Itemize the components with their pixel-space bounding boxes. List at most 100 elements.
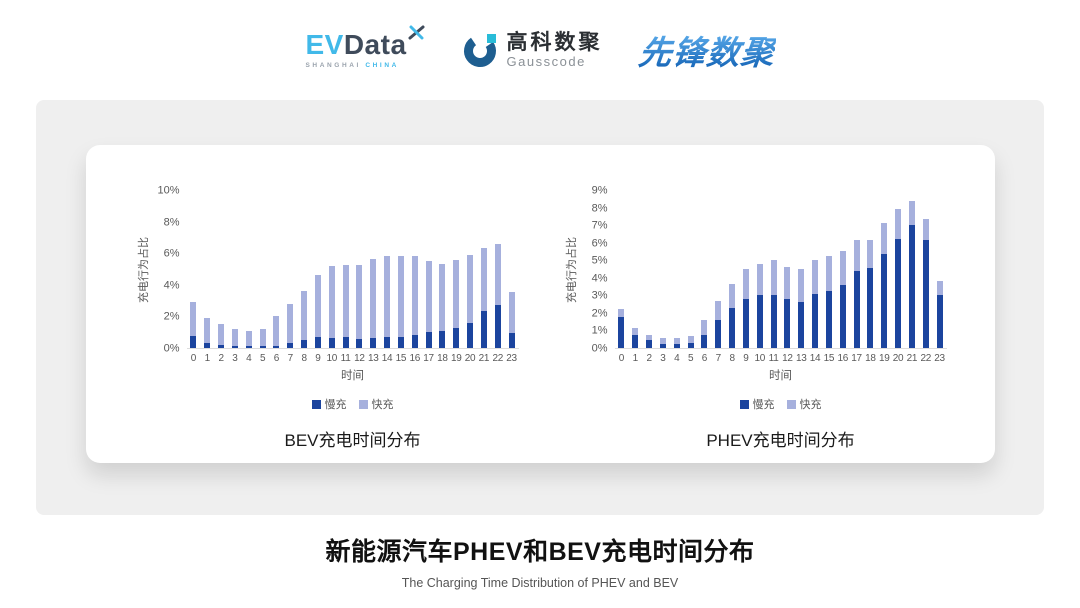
x-tick-label: 16 [837, 353, 848, 364]
phev-legend-label-slow: 慢充 [752, 399, 775, 411]
stacked-bar-4 [673, 338, 680, 348]
page-subtitle: The Charging Time Distribution of PHEV a… [401, 576, 679, 590]
stacked-bar-20 [467, 254, 474, 348]
evdata-logo: EV Data SHANGHAI CHINA [305, 25, 425, 69]
x-tick-label: 8 [301, 353, 307, 364]
stacked-bar-7 [287, 303, 294, 348]
x-tick-label: 7 [715, 353, 722, 364]
x-tick-label: 4 [674, 353, 680, 364]
stacked-bar-19 [453, 259, 460, 348]
legend-swatch-fast-icon [358, 399, 368, 409]
y-tick-label: 7% [591, 219, 608, 232]
x-tick-label: 16 [409, 353, 420, 364]
stacked-bar-20 [895, 208, 902, 348]
gausscode-mark-icon [463, 34, 496, 67]
x-tick-label: 22 [492, 353, 503, 364]
x-tick-label: 20 [464, 353, 476, 364]
stacked-bar-1 [632, 327, 639, 348]
evdata-sub-right: CHINA [365, 62, 399, 69]
phev-legend-label-fast: 快充 [799, 399, 822, 411]
gausscode-en-text: Gausscode [506, 54, 586, 70]
stacked-bar-3 [659, 338, 666, 348]
stacked-bar-10 [756, 263, 763, 348]
gausscode-logo: 高科数聚 Gausscode [461, 31, 603, 69]
x-tick-label: 14 [381, 353, 393, 364]
x-tick-label: 8 [729, 353, 735, 364]
charts-row: 充电行为占比 0% 2% 4% 6% 8% 10% 0 1 2 3 4 5 6 7 8 9 10 11 12 13 1… [86, 145, 995, 451]
y-tick-label: 4% [163, 279, 180, 292]
bev-y-axis-labels: 0% 2% 4% 6% 8% 10% [151, 185, 187, 354]
phev-y-axis-title: 充电行为占比 [565, 237, 578, 303]
stacked-bar-6 [701, 319, 708, 348]
stacked-bar-9 [742, 269, 749, 348]
phev-x-axis-title: 时间 [769, 370, 792, 382]
stacked-bar-18 [867, 240, 874, 348]
stacked-bar-13 [798, 269, 805, 348]
x-tick-label: 10 [326, 353, 337, 364]
y-tick-label: 10% [157, 184, 180, 197]
y-tick-label: 0% [163, 342, 180, 355]
phev-legend: 慢充 快充 [615, 396, 947, 412]
stacked-bar-23 [936, 280, 943, 348]
y-tick-label: 5% [591, 254, 608, 267]
stacked-bar-21 [908, 200, 915, 348]
phev-legend-item-fast: 快充 [786, 396, 822, 412]
x-tick-label: 10 [754, 353, 765, 364]
y-tick-label: 1% [591, 324, 608, 337]
x-tick-label: 5 [687, 353, 694, 364]
stacked-bar-2 [646, 334, 653, 348]
stacked-bar-16 [839, 251, 846, 348]
stacked-bar-22 [922, 218, 929, 348]
x-tick-label: 0 [618, 353, 625, 364]
x-tick-label: 22 [920, 353, 931, 364]
stacked-bar-16 [411, 255, 418, 348]
bev-legend-item-slow: 慢充 [311, 396, 347, 412]
phev-y-axis-labels: 0% 1% 2% 3% 4% 5% 6% 7% 8% 9% [579, 185, 615, 354]
x-tick-label: 4 [246, 353, 252, 364]
stacked-bar-21 [480, 247, 487, 348]
y-tick-label: 6% [591, 237, 608, 250]
x-tick-label: 20 [892, 353, 904, 364]
stacked-bar-10 [328, 265, 335, 348]
stacked-bar-17 [853, 240, 860, 348]
x-tick-label: 9 [315, 353, 321, 364]
y-tick-label: 6% [163, 247, 180, 260]
stacked-bar-8 [301, 291, 308, 348]
stacked-bar-14 [384, 256, 391, 348]
x-tick-label: 6 [273, 353, 280, 364]
x-tick-label: 13 [795, 353, 807, 364]
stacked-bar-6 [273, 316, 280, 348]
footer: 新能源汽车PHEV和BEV充电时间分布 The Charging Time Di… [0, 532, 1080, 590]
bev-legend-item-fast: 快充 [358, 396, 394, 412]
evdata-subtitle: SHANGHAI CHINA [305, 62, 424, 69]
legend-swatch-slow-icon [311, 399, 321, 409]
bev-chart-title: BEV充电时间分布 [284, 431, 421, 450]
gausscode-cn-text: 高科数聚 [506, 30, 603, 54]
x-tick-label: 9 [743, 353, 749, 364]
bev-y-axis-title: 充电行为占比 [137, 237, 150, 303]
y-tick-label: 9% [591, 184, 608, 197]
y-tick-label: 2% [163, 310, 180, 323]
evdata-ev-text: EV [305, 29, 344, 60]
bev-plot-area [186, 191, 519, 349]
phev-chart-title: PHEV充电时间分布 [706, 431, 855, 450]
x-tick-label: 7 [287, 353, 294, 364]
x-tick-label: 23 [506, 353, 517, 364]
y-tick-label: 0% [591, 342, 608, 355]
bev-x-axis-title: 时间 [341, 370, 364, 382]
stacked-bar-0 [618, 308, 625, 348]
pioneer-logo-text: 先锋数聚 [636, 34, 777, 71]
legend-swatch-fast-icon [786, 399, 796, 409]
stacked-bar-12 [356, 265, 363, 348]
stacked-bar-15 [825, 255, 832, 348]
x-tick-label: 21 [478, 353, 490, 364]
stacked-bar-3 [231, 329, 238, 348]
x-tick-label: 6 [701, 353, 708, 364]
stacked-bar-0 [190, 302, 197, 348]
bev-x-axis-labels: 0 1 2 3 4 5 6 7 8 9 10 11 12 13 14 15 16 17 18 19 20 21 22 23 [187, 353, 519, 364]
x-tick-label: 3 [660, 353, 666, 364]
stacked-bar-9 [314, 275, 321, 348]
y-tick-label: 8% [163, 216, 180, 229]
y-tick-label: 8% [591, 202, 608, 215]
bev-legend-label-fast: 快充 [371, 399, 394, 411]
